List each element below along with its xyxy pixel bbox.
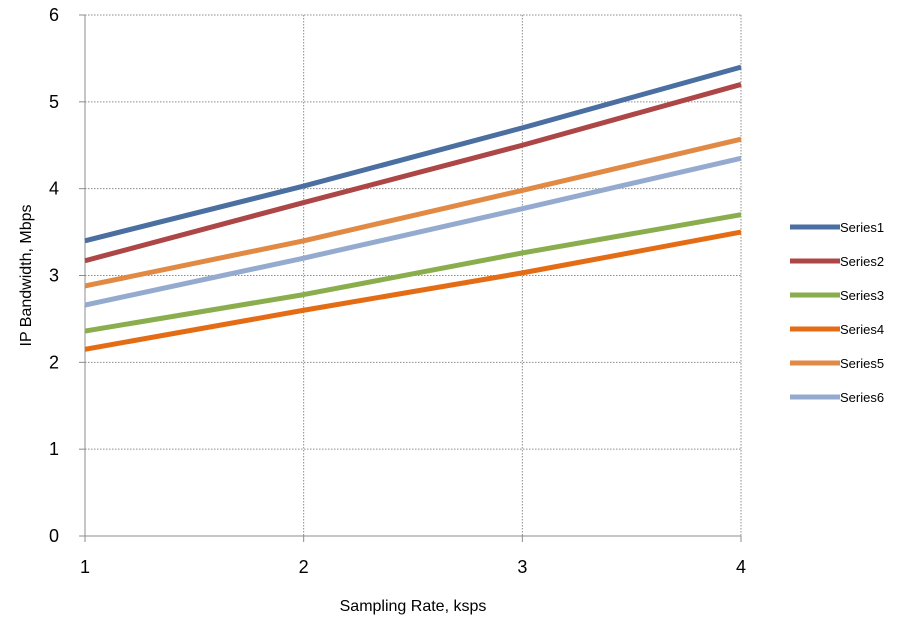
legend: Series1 Series2 Series3 Series4 Series5 Serie…	[790, 220, 884, 405]
x-tick-label: 1	[80, 557, 90, 577]
series-line-5	[84, 136, 742, 289]
series-line-2	[84, 82, 742, 264]
x-tick-labels: 1 2 3 4	[80, 557, 746, 577]
series-layer	[84, 64, 742, 352]
legend-label-3: Series3	[840, 288, 884, 303]
x-tick-label: 3	[517, 557, 527, 577]
legend-label-1: Series1	[840, 220, 884, 235]
y-tick-label: 5	[49, 92, 59, 112]
legend-label-2: Series2	[840, 254, 884, 269]
series-line-3	[84, 212, 742, 334]
x-tick-label: 4	[736, 557, 746, 577]
y-tick-label: 1	[49, 439, 59, 459]
y-tick-label: 0	[49, 526, 59, 546]
y-tick-label: 2	[49, 352, 59, 372]
y-tick-label: 6	[49, 5, 59, 25]
axes	[79, 14, 742, 542]
x-tick-label: 2	[299, 557, 309, 577]
y-axis-title: IP Bandwidth, Mbps	[18, 204, 35, 346]
series-line-6	[84, 155, 742, 308]
legend-label-4: Series4	[840, 322, 884, 337]
legend-label-5: Series5	[840, 356, 884, 371]
y-tick-label: 4	[49, 179, 59, 199]
legend-label-6: Series6	[840, 390, 884, 405]
series-line-4	[84, 229, 742, 352]
y-tick-labels: 0 1 2 3 4 5 6	[49, 5, 59, 546]
series-line-1	[84, 64, 742, 244]
y-tick-label: 3	[49, 266, 59, 286]
x-axis-title: Sampling Rate, ksps	[340, 598, 487, 615]
